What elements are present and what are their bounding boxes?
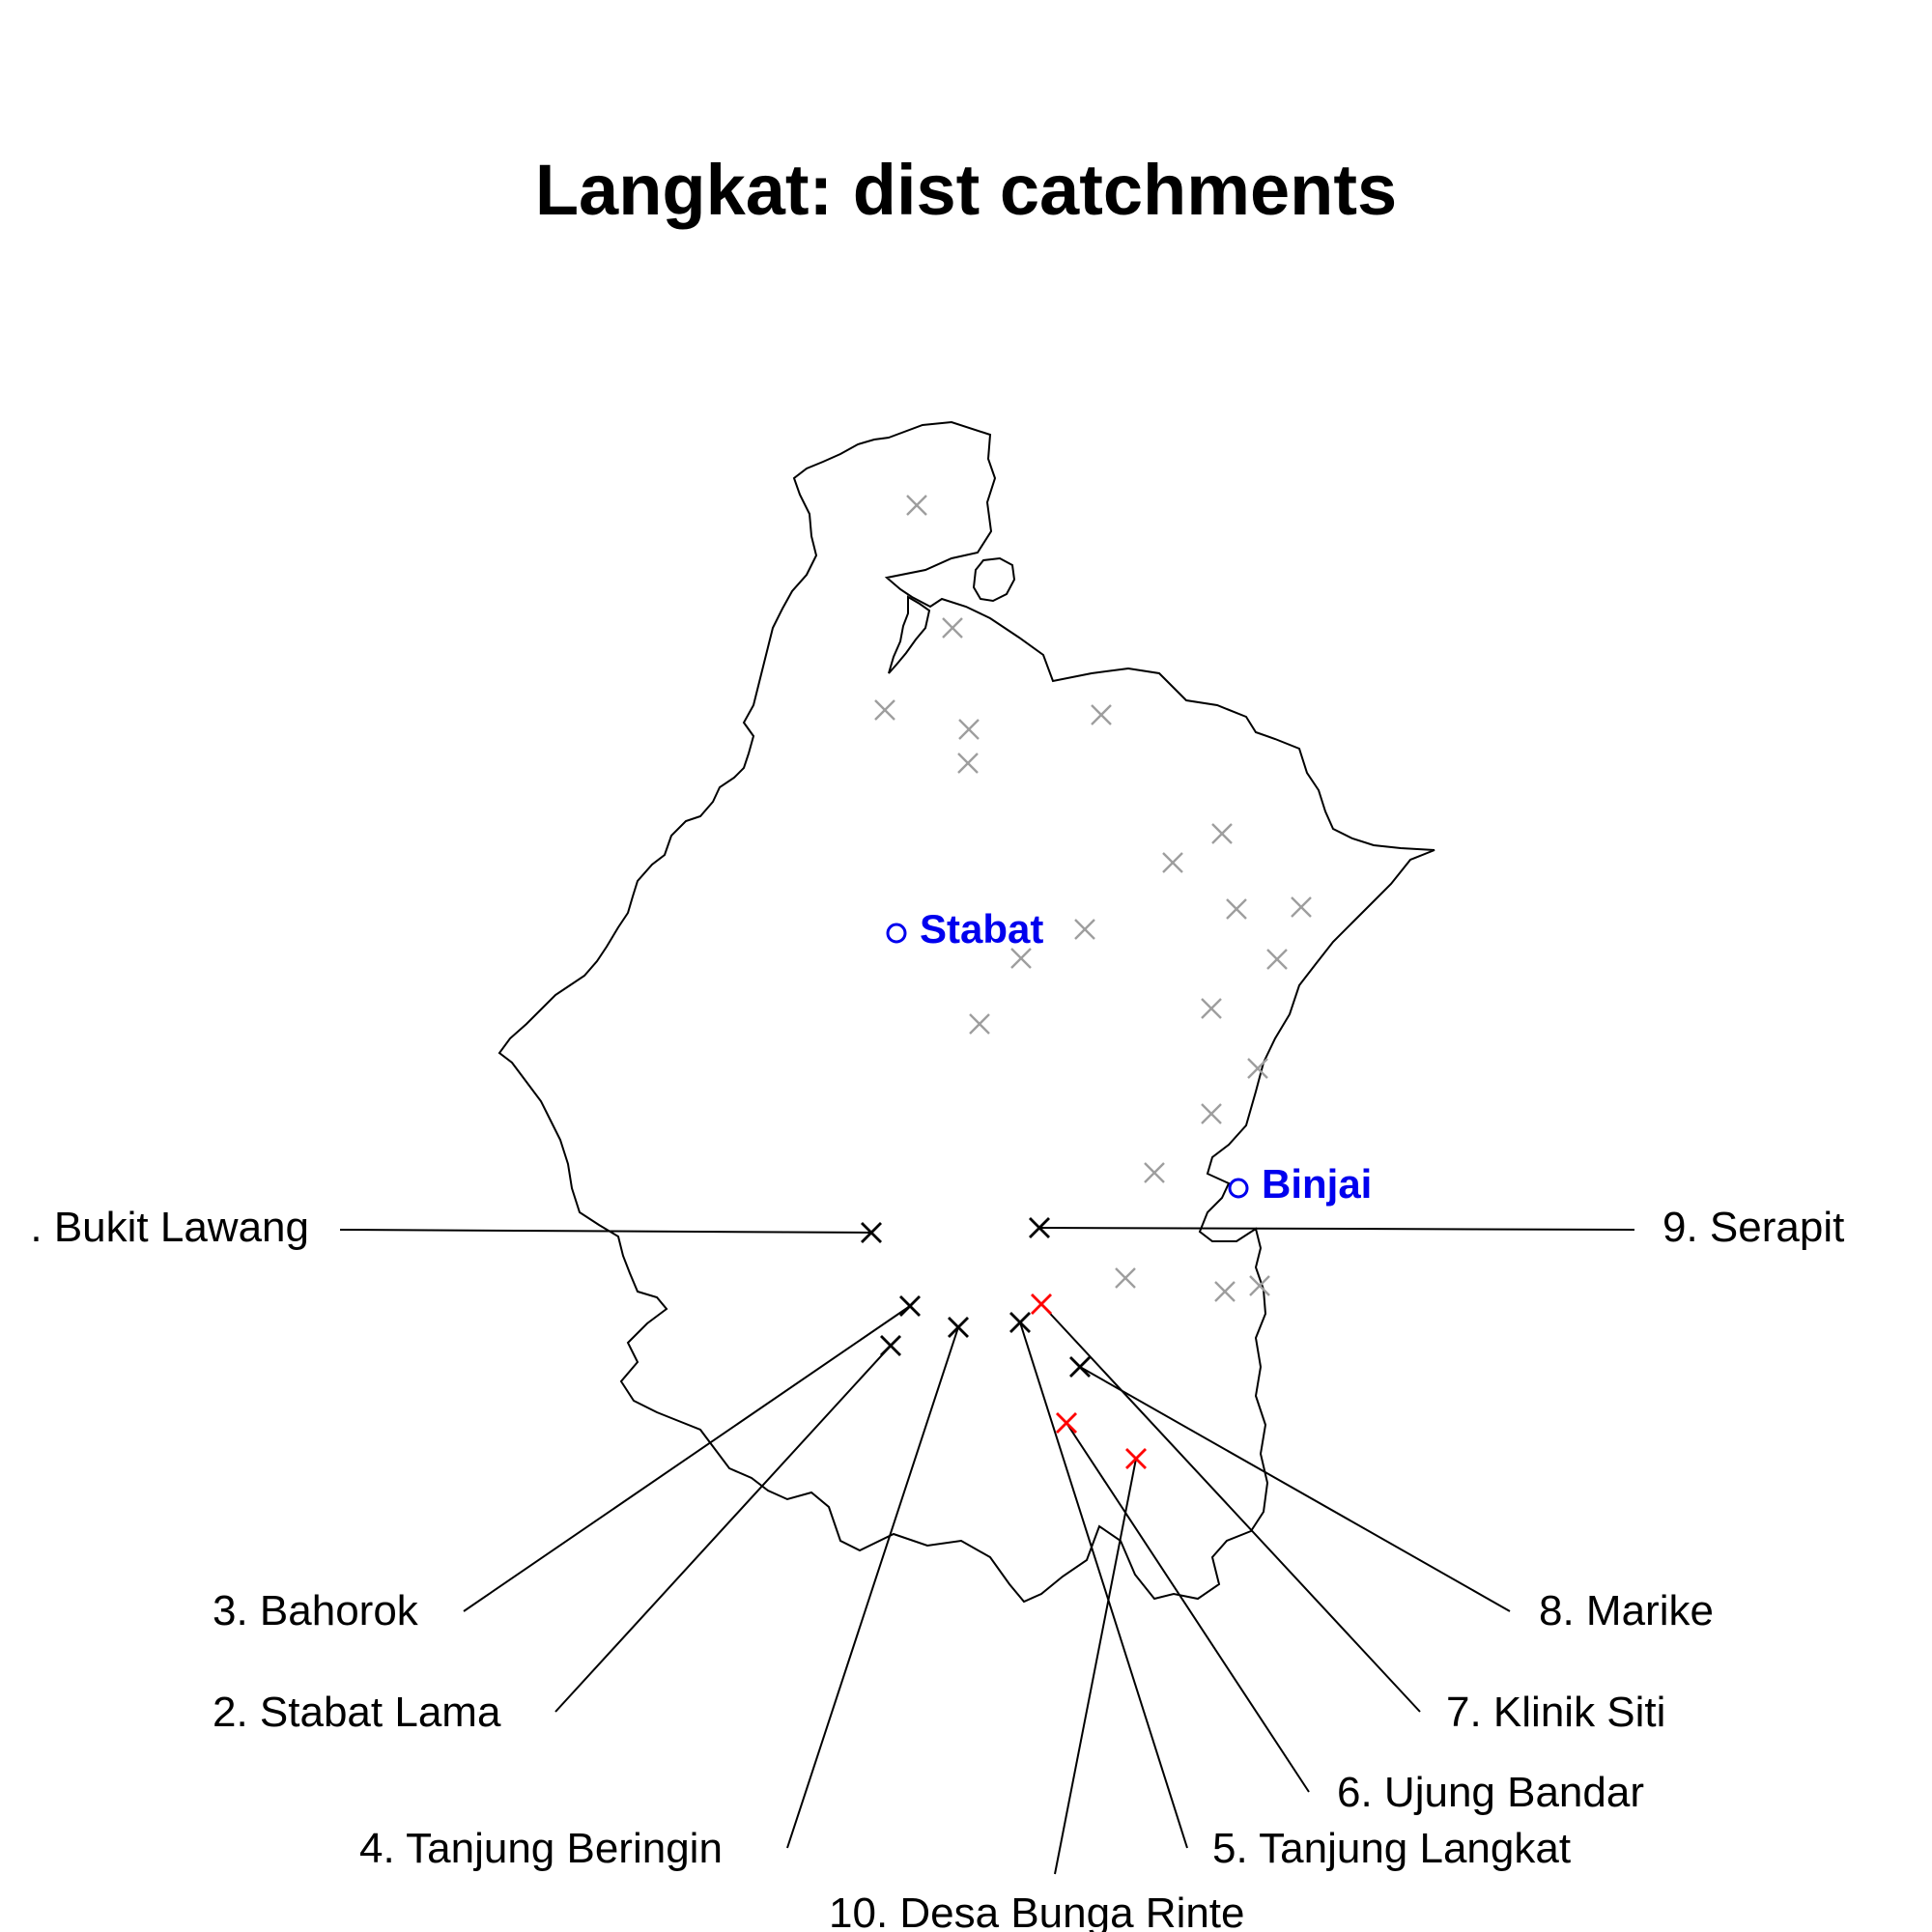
leader-line-5 — [1019, 1321, 1188, 1849]
leader-line-1 — [339, 1229, 872, 1234]
background-point-4-cross-icon — [958, 719, 980, 740]
site-marker-8-cross-icon — [1069, 1356, 1091, 1378]
background-point-7-cross-icon — [1211, 823, 1233, 844]
site-label-5: 5. Tanjung Langkat — [1212, 1825, 1571, 1872]
leader-line-8 — [1079, 1366, 1511, 1612]
site-marker-10-cross-icon — [1125, 1448, 1147, 1469]
background-point-18-cross-icon — [1144, 1162, 1165, 1183]
background-point-20-cross-icon — [1214, 1281, 1236, 1302]
town-stabat-marker-icon — [886, 923, 907, 944]
site-marker-7-cross-icon — [1031, 1293, 1052, 1315]
background-point-8-cross-icon — [1162, 852, 1183, 873]
point-markers — [861, 495, 1312, 1469]
site-label-2: 2. Stabat Lama — [213, 1689, 501, 1736]
town-stabat: Stabat — [886, 906, 1043, 952]
island-outline — [972, 556, 1016, 603]
site-label-3: 3. Bahorok — [213, 1587, 419, 1634]
background-point-3-cross-icon — [874, 699, 895, 721]
background-point-6-cross-icon — [957, 753, 979, 774]
background-point-17-cross-icon — [1201, 1103, 1222, 1124]
site-label-4: 4. Tanjung Beringin — [359, 1825, 723, 1872]
background-point-5-cross-icon — [1091, 704, 1112, 725]
site-marker-9-cross-icon — [1029, 1217, 1050, 1238]
leader-line-2 — [554, 1345, 892, 1713]
site-marker-2-cross-icon — [880, 1335, 901, 1356]
leader-line-3 — [463, 1305, 911, 1612]
leader-line-9 — [1038, 1227, 1635, 1231]
site-label-8: 8. Marike — [1539, 1587, 1714, 1634]
town-stabat-label: Stabat — [920, 906, 1043, 952]
leader-line-6 — [1065, 1422, 1310, 1793]
leader-lines — [339, 1227, 1635, 1875]
map-title: Langkat: dist catchments — [535, 150, 1397, 230]
background-point-11-cross-icon — [1291, 896, 1312, 918]
site-marker-6-cross-icon — [1056, 1412, 1077, 1434]
town-binjai-marker-icon — [1228, 1178, 1249, 1199]
background-point-16-cross-icon — [1247, 1058, 1268, 1079]
site-marker-3-cross-icon — [899, 1295, 921, 1317]
background-point-15-cross-icon — [1201, 998, 1222, 1019]
background-point-19-cross-icon — [1115, 1267, 1136, 1289]
estuary-outline — [888, 595, 931, 674]
site-label-7: 7. Klinik Siti — [1446, 1689, 1665, 1736]
background-point-2-cross-icon — [942, 617, 963, 639]
site-label-1: . Bukit Lawang — [30, 1204, 309, 1251]
site-marker-1-cross-icon — [861, 1222, 882, 1243]
town-binjai: Binjai — [1228, 1161, 1372, 1207]
leader-line-10 — [1054, 1458, 1137, 1875]
site-label-6: 6. Ujung Bandar — [1337, 1769, 1644, 1816]
site-marker-4-cross-icon — [948, 1317, 969, 1338]
background-point-12-cross-icon — [1010, 948, 1032, 969]
background-point-9-cross-icon — [1074, 919, 1095, 940]
background-point-10-cross-icon — [1226, 898, 1247, 920]
background-point-1-cross-icon — [906, 495, 927, 516]
background-point-21-cross-icon — [1249, 1275, 1270, 1296]
background-point-14-cross-icon — [969, 1013, 990, 1035]
site-label-10: 10. Desa Bunga Rinte — [829, 1889, 1245, 1932]
site-marker-5-cross-icon — [1009, 1312, 1031, 1333]
site-label-9: 9. Serapit — [1662, 1204, 1844, 1251]
background-point-13-cross-icon — [1266, 949, 1288, 970]
leader-line-7 — [1040, 1303, 1421, 1713]
town-binjai-label: Binjai — [1262, 1161, 1372, 1207]
leader-line-4 — [786, 1326, 959, 1849]
district-boundary — [497, 420, 1435, 1604]
